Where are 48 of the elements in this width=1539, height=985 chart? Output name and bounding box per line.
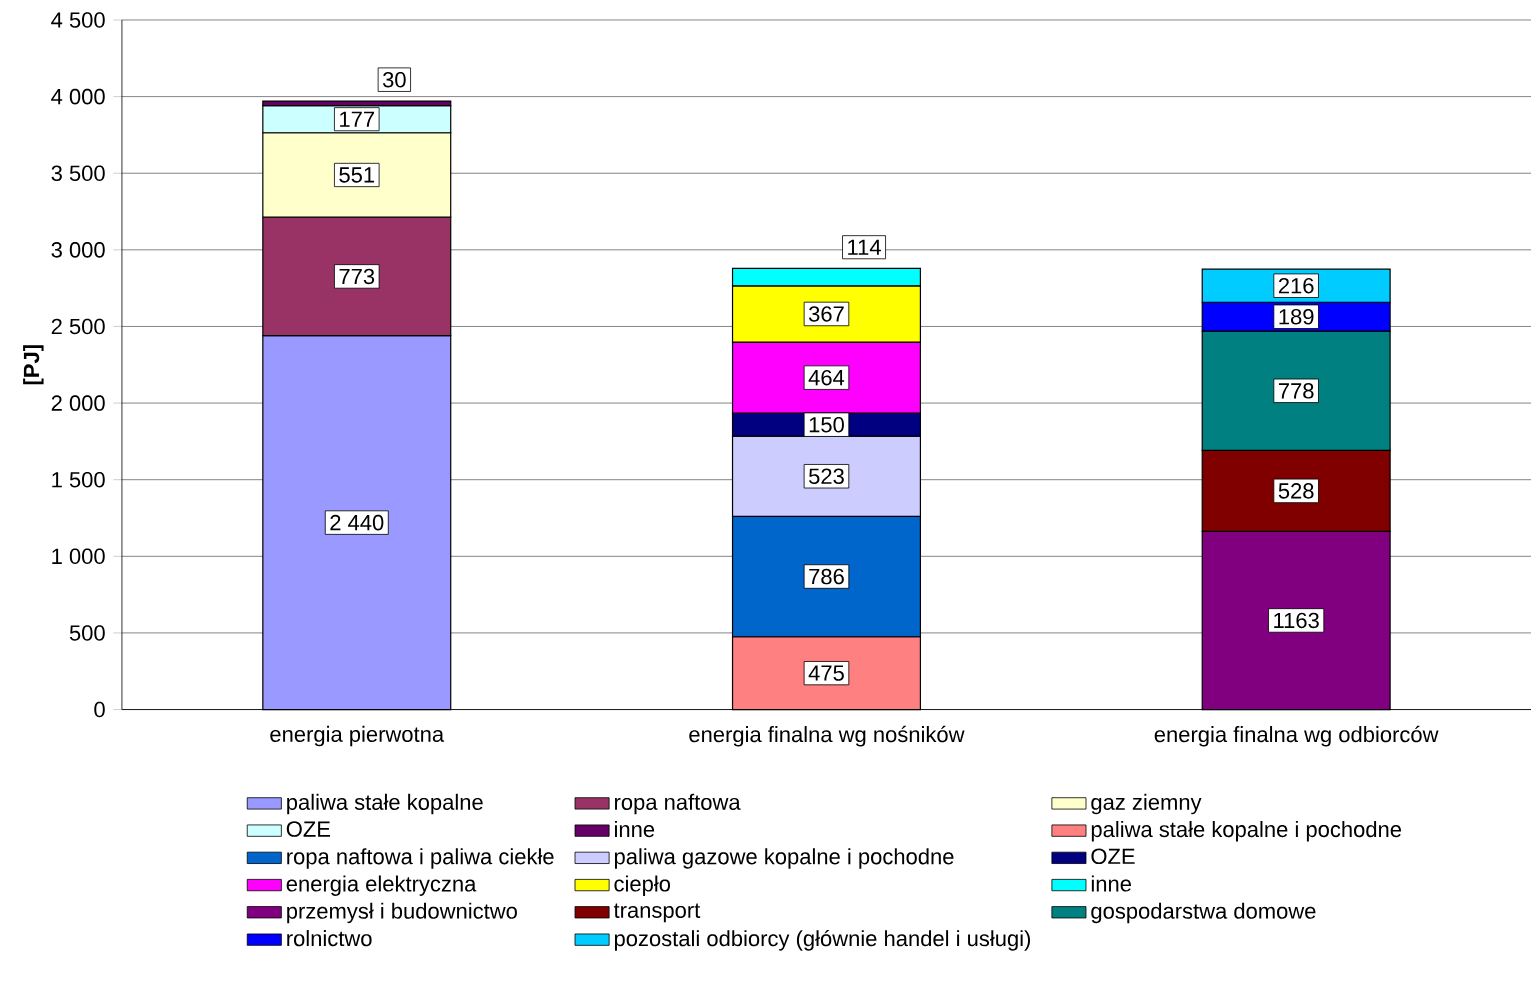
legend-label: paliwa gazowe kopalne i pochodne (614, 848, 954, 869)
data-label: 523 (809, 468, 844, 484)
data-label: 464 (808, 369, 845, 386)
y-tick-label: 1 500 (52, 471, 105, 488)
x-tick-label: energia finalna wg nośników (689, 725, 965, 747)
x-tick-label: energia finalna wg odbiorców (1154, 725, 1439, 747)
legend-label: ciepło (614, 875, 671, 896)
legend-label: OZE (1091, 848, 1135, 864)
data-label: 189 (1279, 308, 1314, 325)
y-tick-label: 2 000 (51, 395, 105, 411)
y-tick-label: 4 500 (51, 12, 105, 28)
legend-label: OZE (286, 821, 330, 837)
y-tick-label: 1 000 (52, 548, 105, 564)
data-label: 216 (1278, 277, 1314, 294)
legend-label: ropa naftowa i paliwa ciekłe (287, 848, 554, 869)
legend-label: przemysł i budownictwo (287, 902, 517, 923)
data-label: 1163 (1274, 612, 1319, 629)
data-label: 773 (339, 268, 375, 285)
legend-label: pozostali odbiorcy (głównie handel i usługi) (614, 929, 1031, 951)
legend-label: rolnictwo (287, 929, 372, 947)
data-label: 2 440 (330, 514, 384, 531)
legend-label: energia elektryczna (286, 875, 477, 896)
y-tick-label: 0 (94, 701, 105, 718)
legend-label: gospodarstwa domowe (1091, 902, 1316, 923)
data-label: 30 (382, 71, 406, 88)
legend-label: inne (1091, 875, 1131, 892)
data-label: 778 (1278, 382, 1314, 399)
y-tick-label: 3 000 (51, 241, 105, 258)
x-tick-label: energia pierwotna (270, 725, 445, 747)
legend-label: gaz ziemny (1091, 793, 1202, 815)
legend-label: ropa naftowa (615, 793, 741, 815)
y-tick-label: 500 (69, 624, 105, 641)
data-label: 786 (809, 568, 844, 585)
data-label: 114 (848, 239, 881, 255)
data-label: 150 (809, 416, 844, 433)
legend-label: paliwa stałe kopalne i pochodne (1091, 820, 1402, 842)
data-label: 177 (340, 111, 375, 127)
data-label: 528 (1278, 482, 1314, 499)
y-tick-label: 3 500 (51, 165, 105, 181)
y-axis-title: [PJ] (23, 345, 44, 385)
data-label: 551 (339, 167, 375, 183)
legend-label: inne (615, 820, 655, 837)
legend-label: paliwa stałe kopalne (287, 793, 483, 815)
y-tick-label: 4 000 (51, 88, 105, 105)
y-tick-label: 2 500 (51, 318, 105, 335)
legend-label: transport (613, 903, 701, 923)
data-label: 367 (808, 306, 844, 322)
data-label: 475 (808, 665, 844, 681)
